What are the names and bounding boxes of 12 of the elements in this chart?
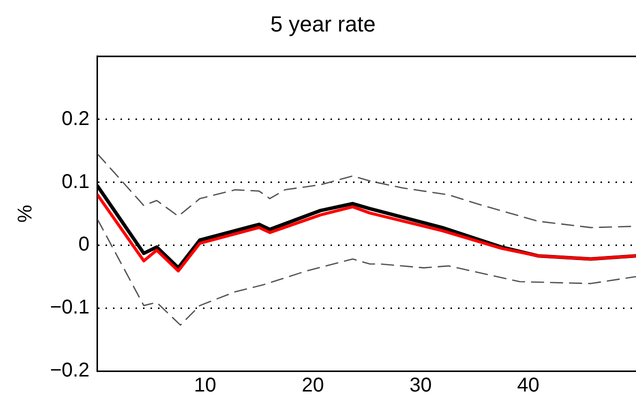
chart-title: 5 year rate — [270, 11, 376, 36]
y-tick-label: −0.2 — [50, 360, 90, 382]
x-tick-label: 30 — [409, 374, 432, 397]
y-tick-label: 0.1 — [62, 170, 90, 193]
y-tick-label: 0 — [78, 234, 90, 256]
y-axis-title: % — [14, 204, 37, 223]
x-tick-label: 20 — [302, 374, 324, 397]
y-tick-label: −0.1 — [50, 296, 90, 319]
line-series — [97, 218, 636, 326]
x-tick-label: 10 — [194, 374, 216, 397]
x-tick-label: 40 — [517, 374, 540, 397]
y-tick-label: 0.2 — [62, 108, 90, 130]
